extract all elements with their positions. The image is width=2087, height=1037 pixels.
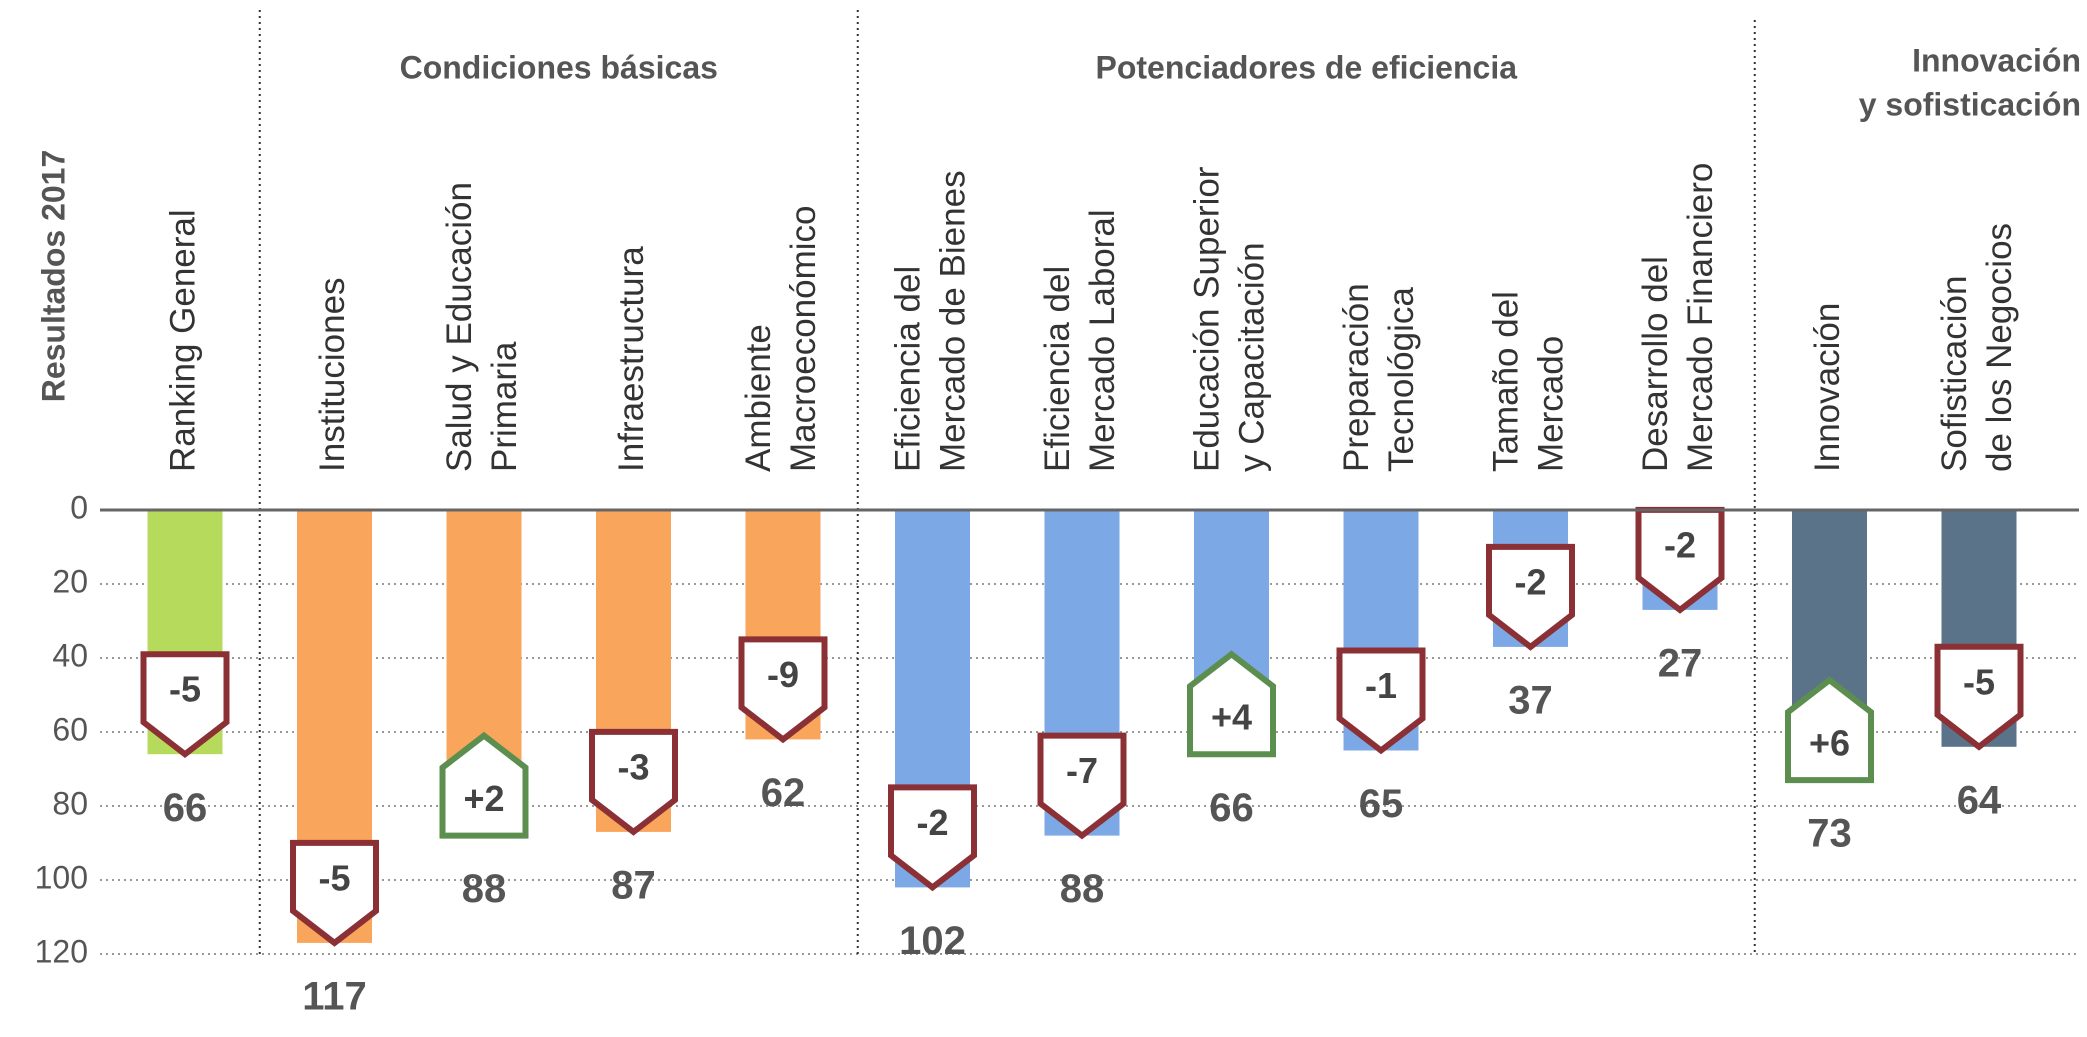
category-label: Infraestructura: [612, 246, 651, 472]
category-label: Educación Superior: [1187, 166, 1226, 472]
value-label: 66: [1209, 786, 1254, 830]
category-label: Desarrollo del: [1636, 256, 1675, 472]
category-label: Tamaño del: [1486, 291, 1525, 472]
category-label: Sofisticación: [1935, 276, 1974, 472]
category-label: Macroeconómico: [784, 206, 823, 473]
change-label: -1: [1365, 665, 1397, 706]
y-tick-label: 120: [35, 933, 88, 969]
change-badge: [738, 636, 828, 744]
change-badge: [888, 784, 977, 892]
value-label: 88: [1060, 867, 1105, 911]
change-label: -5: [318, 857, 350, 898]
change-label: -2: [1514, 561, 1546, 602]
change-label: -2: [1664, 524, 1696, 565]
change-badge: [1785, 676, 1874, 784]
change-label: -2: [916, 802, 948, 843]
value-label: 66: [163, 786, 208, 830]
y-tick-label: 60: [52, 711, 88, 747]
category-label: Preparación: [1337, 283, 1376, 472]
group-title: Innovación: [1912, 42, 2081, 78]
category-label: Mercado de Bienes: [933, 170, 972, 472]
change-badge: [1037, 732, 1127, 840]
y-tick-label: 40: [52, 637, 88, 673]
category-label: Ranking General: [163, 209, 202, 472]
value-label: 65: [1359, 782, 1404, 826]
change-label: -7: [1066, 750, 1098, 791]
value-label: 62: [761, 771, 806, 815]
change-label: -3: [617, 746, 649, 787]
category-label: y Capacitación: [1232, 242, 1271, 472]
y-axis-label: Resultados 2017: [35, 150, 71, 403]
category-label: Innovación: [1808, 303, 1847, 472]
group-title: Potenciadores de eficiencia: [1096, 49, 1518, 85]
category-label: Tecnológica: [1382, 287, 1421, 472]
y-tick-label: 100: [35, 859, 88, 895]
value-label: 88: [462, 867, 507, 911]
category-label: de los Negocios: [1980, 223, 2019, 472]
value-label: 73: [1807, 812, 1852, 856]
change-label: -5: [1963, 661, 1995, 702]
change-badge: [439, 731, 529, 839]
category-label: Primaria: [485, 341, 524, 472]
y-tick-label: 80: [52, 785, 88, 821]
change-label: +6: [1809, 723, 1850, 764]
change-badge: [589, 728, 678, 836]
y-tick-label: 20: [52, 563, 88, 599]
y-tick-label: 0: [70, 489, 88, 525]
value-label: 102: [899, 919, 966, 963]
group-title: Condiciones básicas: [400, 49, 718, 85]
change-label: -9: [767, 654, 799, 695]
change-badge: [1187, 650, 1276, 758]
value-label: 87: [611, 863, 656, 907]
category-label: Mercado Financiero: [1681, 163, 1720, 472]
change-badge: [1486, 543, 1575, 651]
change-badge: [290, 839, 379, 947]
category-label: Eficiencia del: [888, 266, 927, 472]
category-label: Ambiente: [739, 324, 778, 472]
change-badge: [1934, 643, 2024, 751]
group-title: y sofisticación: [1859, 86, 2081, 122]
value-label: 27: [1658, 641, 1703, 685]
change-label: -5: [169, 669, 201, 710]
change-label: +4: [1211, 697, 1252, 738]
change-badge: [140, 651, 230, 758]
category-label: Mercado Laboral: [1083, 209, 1122, 472]
category-label: Salud y Educación: [440, 182, 479, 472]
change-badge: [1336, 647, 1426, 755]
category-label: Mercado: [1531, 336, 1570, 472]
category-label: Instituciones: [313, 277, 352, 472]
category-label: Eficiencia del: [1038, 266, 1077, 472]
value-label: 117: [302, 974, 367, 1018]
value-label: 64: [1957, 778, 2002, 822]
change-label: +2: [463, 778, 504, 819]
value-label: 37: [1508, 678, 1553, 722]
